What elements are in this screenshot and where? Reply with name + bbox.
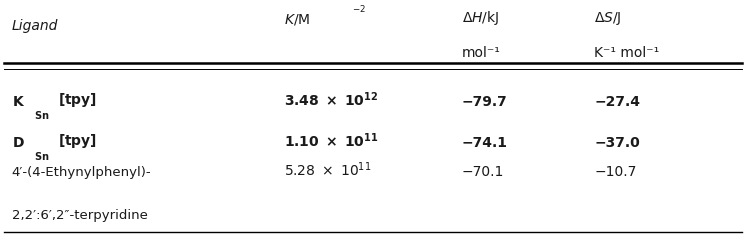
Text: 2,2′:6′,2″-terpyridine: 2,2′:6′,2″-terpyridine [11, 209, 148, 222]
Text: $\mathbf{3.48\ \times\ 10^{12}}$: $\mathbf{3.48\ \times\ 10^{12}}$ [284, 90, 379, 109]
Text: $\mathbf{1.10\ \times\ 10^{11}}$: $\mathbf{1.10\ \times\ 10^{11}}$ [284, 131, 379, 150]
Text: $5.28\ \times\ 10^{11}$: $5.28\ \times\ 10^{11}$ [284, 161, 372, 180]
Text: $\mathbf{D}$: $\mathbf{D}$ [11, 136, 25, 150]
Text: $\mathbf{[tpy]}$: $\mathbf{[tpy]}$ [58, 91, 97, 109]
Text: −70.1: −70.1 [462, 165, 504, 180]
Text: −74.1: −74.1 [462, 136, 507, 150]
Text: −10.7: −10.7 [595, 165, 636, 180]
Text: mol⁻¹: mol⁻¹ [462, 46, 501, 60]
Text: $\Delta H$/kJ: $\Delta H$/kJ [462, 9, 499, 26]
Text: −37.0: −37.0 [595, 136, 640, 150]
Text: $^{-2}$: $^{-2}$ [352, 6, 366, 19]
Text: $\mathbf{Sn}$: $\mathbf{Sn}$ [34, 150, 49, 162]
Text: −27.4: −27.4 [595, 95, 640, 109]
Text: 4′-(4-Ethynylphenyl)-: 4′-(4-Ethynylphenyl)- [11, 166, 151, 180]
Text: $\mathbf{[tpy]}$: $\mathbf{[tpy]}$ [58, 132, 97, 150]
Text: K⁻¹ mol⁻¹: K⁻¹ mol⁻¹ [595, 46, 659, 60]
Text: $K$/M: $K$/M [284, 12, 311, 26]
Text: −79.7: −79.7 [462, 95, 507, 109]
Text: Ligand: Ligand [11, 19, 58, 34]
Text: $\mathbf{Sn}$: $\mathbf{Sn}$ [34, 109, 49, 121]
Text: $\Delta S$/J: $\Delta S$/J [595, 9, 622, 26]
Text: $\mathbf{K}$: $\mathbf{K}$ [11, 95, 25, 109]
